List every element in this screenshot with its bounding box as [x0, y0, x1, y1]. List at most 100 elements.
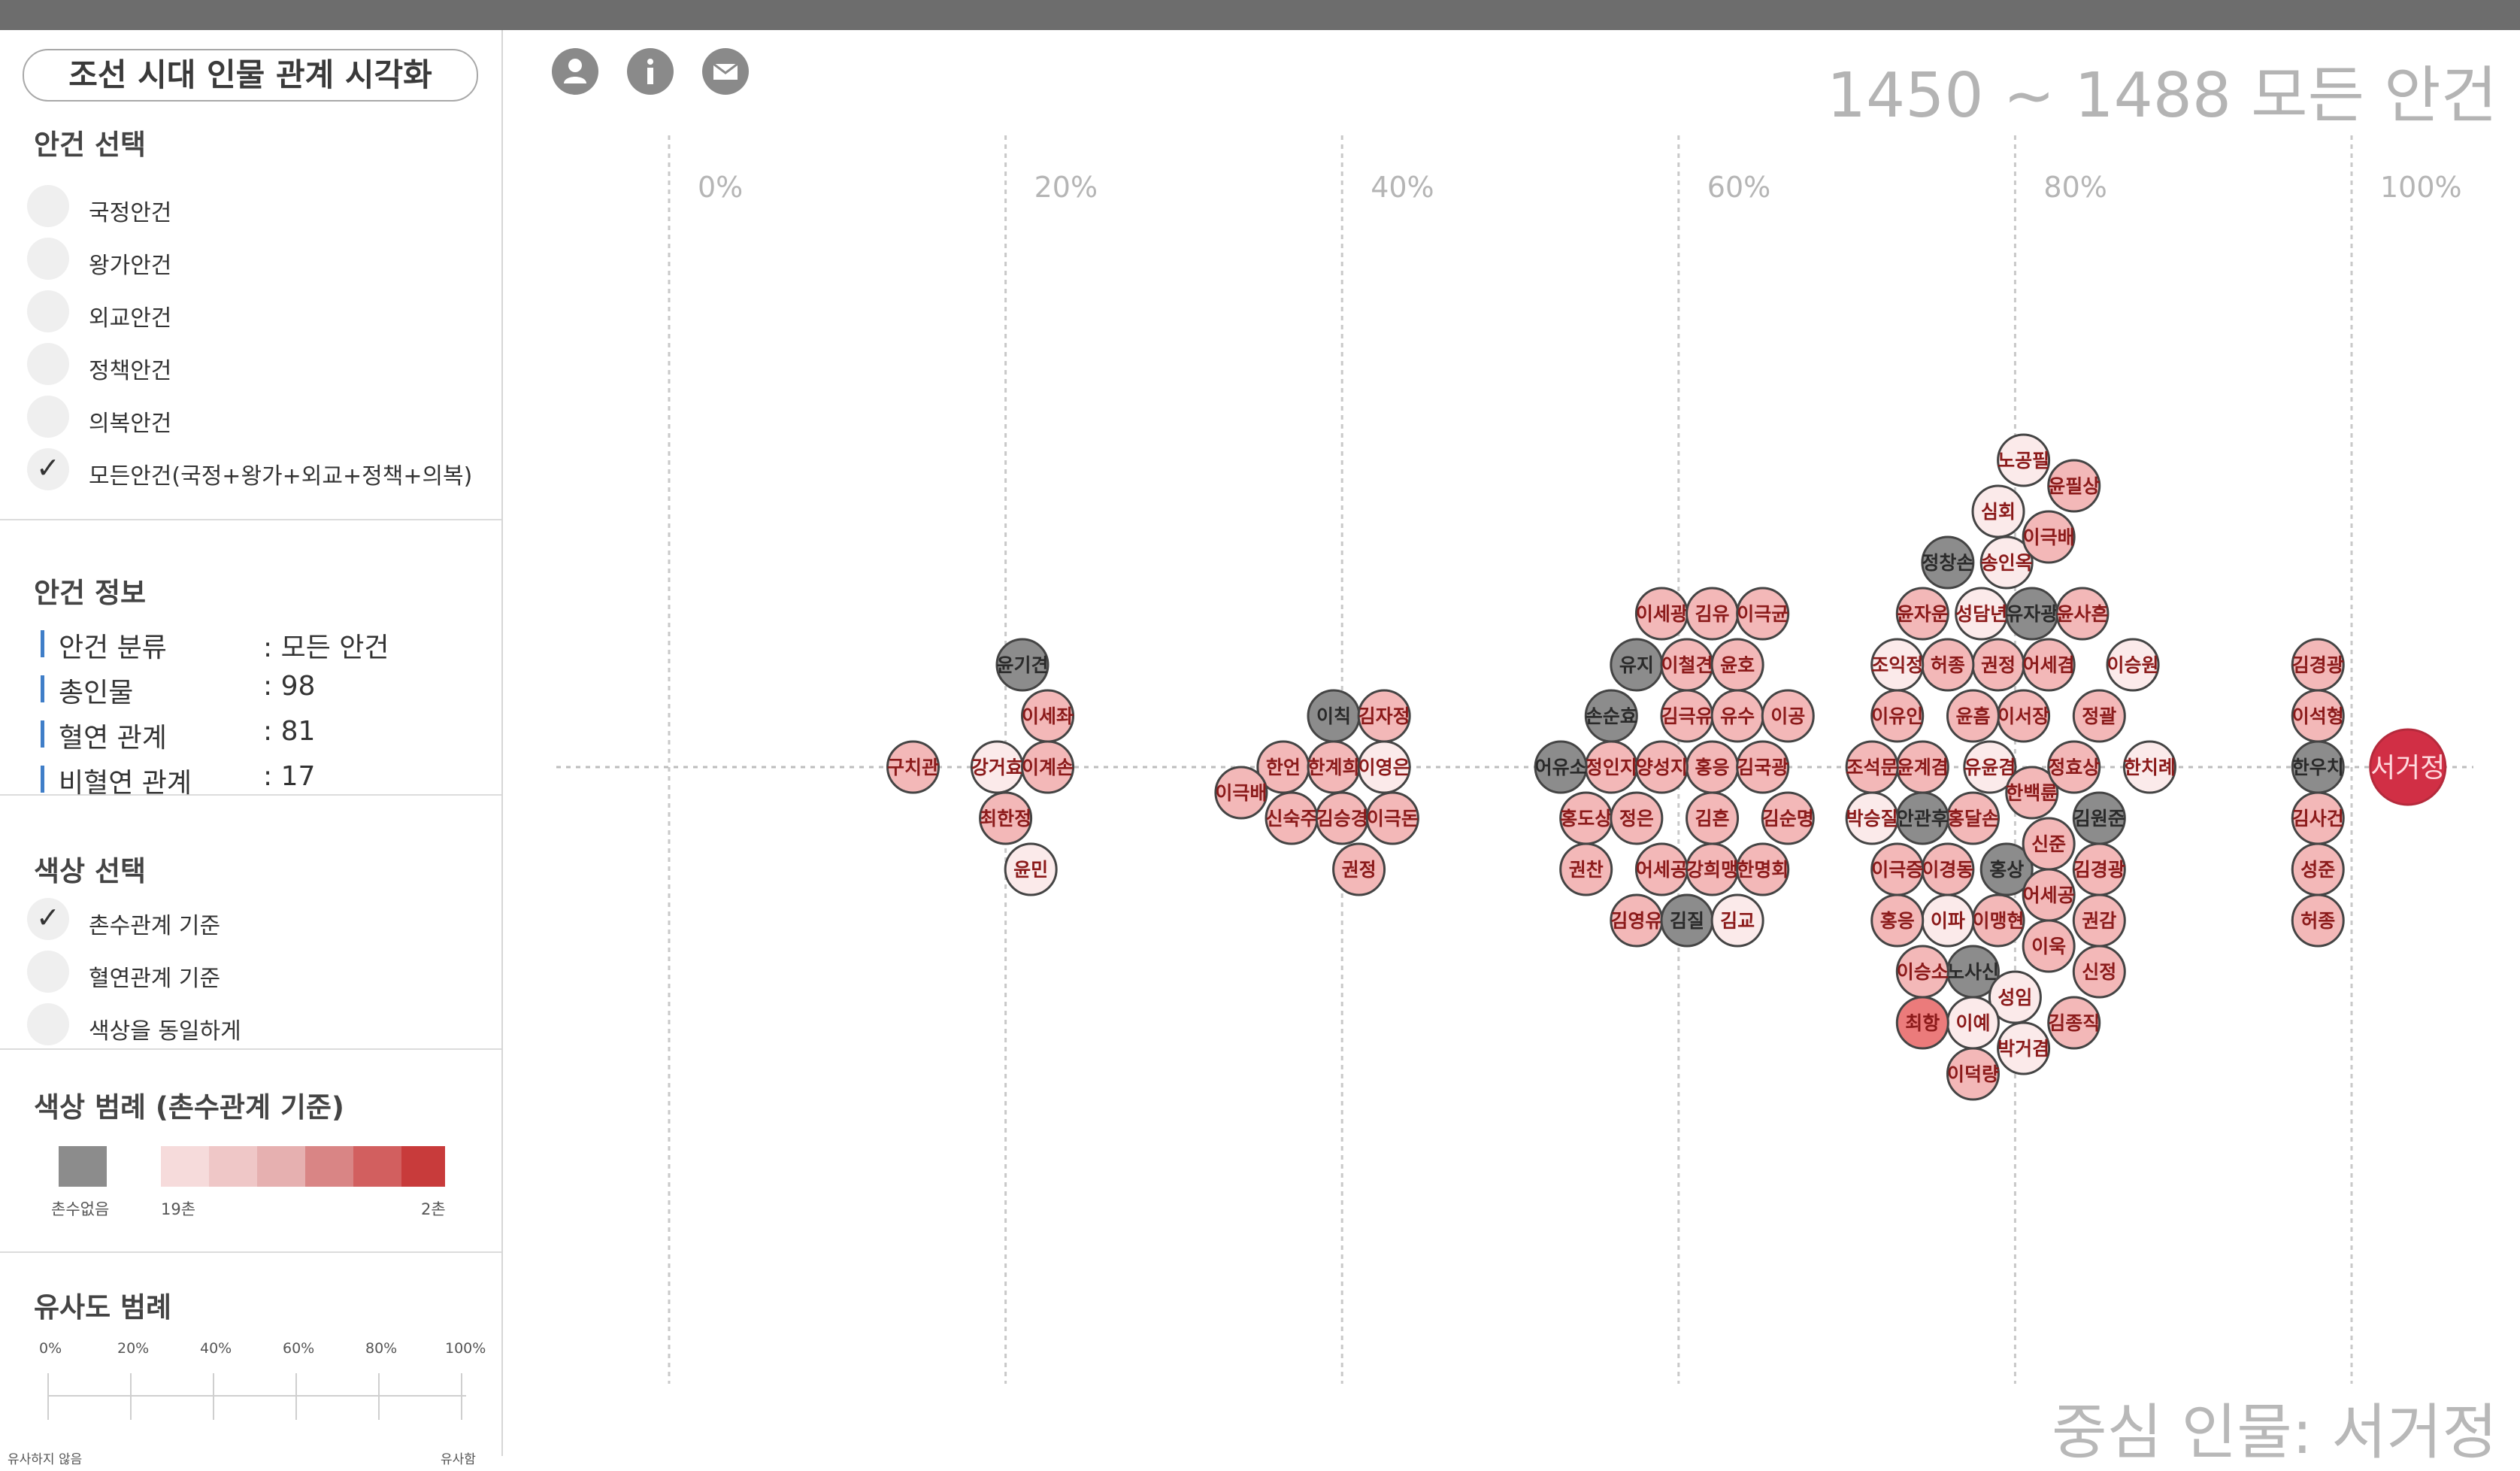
- person-node[interactable]: 정괄: [2072, 689, 2126, 743]
- person-node[interactable]: 김극유: [1660, 689, 1714, 743]
- mail-icon[interactable]: [702, 48, 749, 95]
- person-node[interactable]: 김경광: [2072, 842, 2126, 896]
- person-node[interactable]: 윤필상: [2047, 459, 2101, 513]
- person-node[interactable]: 이석형: [2291, 689, 2345, 743]
- person-node[interactable]: 윤사흔: [2055, 587, 2110, 641]
- person-node[interactable]: 홍상: [1979, 842, 2034, 896]
- person-node[interactable]: 조익정: [1870, 638, 1925, 692]
- person-node[interactable]: 어세공: [2022, 868, 2076, 922]
- person-node[interactable]: 김교: [1710, 893, 1764, 948]
- person-node[interactable]: 이극배: [1214, 766, 1268, 820]
- person-node[interactable]: 성담년: [1955, 587, 2009, 641]
- person-node[interactable]: 김승경: [1315, 791, 1369, 845]
- person-node[interactable]: 어세겸: [2022, 638, 2076, 692]
- person-node[interactable]: 송인옥: [1979, 535, 2034, 590]
- info-icon[interactable]: [627, 48, 674, 95]
- person-node[interactable]: 이덕량: [1946, 1047, 2000, 1101]
- person-node[interactable]: 허종: [2291, 893, 2345, 948]
- person-node[interactable]: 김영유: [1610, 893, 1664, 948]
- person-node[interactable]: 신정: [2072, 945, 2126, 999]
- person-node[interactable]: 안관후: [1895, 791, 1949, 845]
- person-node[interactable]: 손순효: [1584, 689, 1638, 743]
- person-node[interactable]: 정효상: [2047, 740, 2101, 794]
- person-node[interactable]: 이영은: [1357, 740, 1411, 794]
- person-node[interactable]: 이극배: [2022, 510, 2076, 564]
- person-node[interactable]: 이맹현: [1971, 893, 2025, 948]
- person-node[interactable]: 신준: [2022, 817, 2076, 871]
- person-node[interactable]: 양성지: [1634, 740, 1689, 794]
- person-node[interactable]: 김종직: [2047, 996, 2101, 1050]
- person-node[interactable]: 이극돈: [1365, 791, 1419, 845]
- person-node[interactable]: 이계손: [1021, 740, 1075, 794]
- person-node[interactable]: 조석문: [1845, 740, 1899, 794]
- person-node[interactable]: 노공필: [1997, 433, 2051, 487]
- person-node[interactable]: 윤호: [1710, 638, 1764, 692]
- person-node[interactable]: 강거효: [970, 740, 1024, 794]
- person-node[interactable]: 유윤겸: [1963, 740, 2017, 794]
- user-icon[interactable]: [552, 48, 598, 95]
- person-node[interactable]: 이욱: [2022, 919, 2076, 973]
- person-node[interactable]: 박승질: [1845, 791, 1899, 845]
- person-node[interactable]: 홍응: [1686, 740, 1740, 794]
- person-node[interactable]: 윤흠: [1946, 689, 2000, 743]
- person-node[interactable]: 이서장: [1997, 689, 2051, 743]
- person-node[interactable]: 이세광: [1634, 587, 1689, 641]
- person-node[interactable]: 김순명: [1761, 791, 1815, 845]
- person-node[interactable]: 최항: [1895, 996, 1949, 1050]
- person-node[interactable]: 한명회: [1736, 842, 1790, 896]
- person-node[interactable]: 권정: [1971, 638, 2025, 692]
- person-node[interactable]: 유자광: [2005, 587, 2059, 641]
- person-node[interactable]: 이경동: [1921, 842, 1975, 896]
- person-node[interactable]: 김질: [1660, 893, 1714, 948]
- person-node[interactable]: 유지: [1610, 638, 1664, 692]
- person-node[interactable]: 정창손: [1921, 535, 1975, 590]
- person-node[interactable]: 정인지: [1584, 740, 1638, 794]
- person-node[interactable]: 구치관: [886, 740, 940, 794]
- person-node[interactable]: 성임: [1988, 970, 2042, 1024]
- person-node[interactable]: 김국광: [1736, 740, 1790, 794]
- person-node[interactable]: 이철견: [1660, 638, 1714, 692]
- person-node[interactable]: 권정: [1332, 842, 1386, 896]
- person-node[interactable]: 윤민: [1004, 842, 1058, 896]
- person-node[interactable]: 한백륜: [2005, 766, 2059, 820]
- person-node[interactable]: 이승소: [1895, 945, 1949, 999]
- person-node[interactable]: 어세공: [1634, 842, 1689, 896]
- person-node[interactable]: 심회: [1971, 484, 2025, 538]
- person-node[interactable]: 홍달손: [1946, 791, 2000, 845]
- person-node[interactable]: 한계희: [1307, 740, 1361, 794]
- person-node[interactable]: 강희맹: [1686, 842, 1740, 896]
- person-node[interactable]: 노사신: [1946, 945, 2000, 999]
- person-node[interactable]: 홍도상: [1559, 791, 1613, 845]
- person-node[interactable]: 윤계겸: [1895, 740, 1949, 794]
- person-node[interactable]: 성준: [2291, 842, 2345, 896]
- person-node[interactable]: 유수: [1710, 689, 1764, 743]
- person-node[interactable]: 이유인: [1870, 689, 1925, 743]
- person-node[interactable]: 한치례: [2122, 740, 2176, 794]
- person-node[interactable]: 김사건: [2291, 791, 2345, 845]
- person-node[interactable]: 김경광: [2291, 638, 2345, 692]
- person-node[interactable]: 윤기견: [995, 638, 1049, 692]
- person-node[interactable]: 김원준: [2072, 791, 2126, 845]
- person-node[interactable]: 최한정: [979, 791, 1033, 845]
- person-node[interactable]: 정은: [1610, 791, 1664, 845]
- person-node[interactable]: 김자정: [1357, 689, 1411, 743]
- person-node[interactable]: 이세좌: [1021, 689, 1075, 743]
- person-node[interactable]: 한우치: [2291, 740, 2345, 794]
- person-node[interactable]: 이예: [1946, 996, 2000, 1050]
- person-node[interactable]: 신숙주: [1265, 791, 1319, 845]
- person-node[interactable]: 이극균: [1736, 587, 1790, 641]
- person-node[interactable]: 이극증: [1870, 842, 1925, 896]
- person-node[interactable]: 윤자운: [1895, 587, 1949, 641]
- person-node[interactable]: 권감: [2072, 893, 2126, 948]
- person-node[interactable]: 김흔: [1686, 791, 1740, 845]
- center-person-node[interactable]: 서거정: [2369, 728, 2447, 806]
- person-node[interactable]: 이승원: [2106, 638, 2160, 692]
- person-node[interactable]: 권찬: [1559, 842, 1613, 896]
- person-node[interactable]: 이파: [1921, 893, 1975, 948]
- person-node[interactable]: 허종: [1921, 638, 1975, 692]
- person-node[interactable]: 김유: [1686, 587, 1740, 641]
- person-node[interactable]: 이공: [1761, 689, 1815, 743]
- person-node[interactable]: 이칙: [1307, 689, 1361, 743]
- person-node[interactable]: 홍응: [1870, 893, 1925, 948]
- person-node[interactable]: 박거겸: [1997, 1021, 2051, 1075]
